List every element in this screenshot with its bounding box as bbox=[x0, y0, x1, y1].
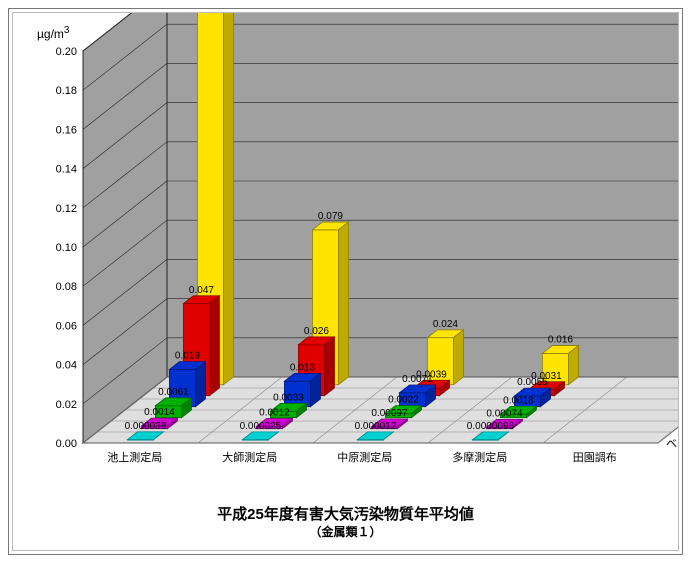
svg-text:0.0061: 0.0061 bbox=[158, 387, 189, 398]
svg-text:田園調布: 田園調布 bbox=[573, 450, 617, 464]
svg-text:池上測定局: 池上測定局 bbox=[107, 450, 162, 464]
svg-text:0.06: 0.06 bbox=[56, 320, 77, 332]
svg-text:0.024: 0.024 bbox=[433, 319, 458, 330]
svg-text:0.12: 0.12 bbox=[56, 203, 77, 215]
svg-text:0.0000096: 0.0000096 bbox=[467, 421, 515, 432]
svg-text:0.016: 0.016 bbox=[548, 335, 573, 346]
svg-text:0.0022: 0.0022 bbox=[388, 395, 419, 406]
svg-text:0.0033: 0.0033 bbox=[273, 392, 304, 403]
svg-text:0.000038: 0.000038 bbox=[125, 421, 167, 432]
svg-text:0.000012: 0.000012 bbox=[355, 421, 397, 432]
svg-text:0.18: 0.18 bbox=[56, 85, 77, 97]
chart-inner-frame: µg/m3 0.000.020.040.060.080.100.120.140.… bbox=[12, 12, 679, 551]
chart-subtitle: （金属類１） bbox=[13, 523, 678, 540]
svg-text:0.0018: 0.0018 bbox=[503, 395, 534, 406]
chart-svg: 0.00 0.02 0.04 0.06 0.08 0.10 0.12 0.14 0.16 0.18… bbox=[13, 13, 678, 550]
svg-text:0.079: 0.079 bbox=[318, 211, 343, 222]
svg-text:多摩測定局: 多摩測定局 bbox=[452, 450, 507, 464]
chart-outer-frame: µg/m3 0.000.020.040.060.080.100.120.140.… bbox=[8, 8, 683, 555]
svg-text:0.10: 0.10 bbox=[56, 242, 77, 254]
svg-text:0.02: 0.02 bbox=[56, 399, 77, 411]
svg-text:0.20: 0.20 bbox=[56, 46, 77, 58]
svg-text:0.000025: 0.000025 bbox=[240, 421, 282, 432]
svg-text:0.08: 0.08 bbox=[56, 281, 77, 293]
svg-text:0.0071: 0.0071 bbox=[402, 374, 433, 385]
svg-text:0.04: 0.04 bbox=[56, 360, 77, 372]
svg-text:0.026: 0.026 bbox=[304, 326, 329, 337]
svg-text:0.00074: 0.00074 bbox=[486, 408, 523, 419]
svg-text:0.013: 0.013 bbox=[290, 362, 315, 373]
svg-text:0.00097: 0.00097 bbox=[371, 408, 408, 419]
svg-text:0.14: 0.14 bbox=[56, 164, 77, 176]
svg-text:0.00: 0.00 bbox=[56, 438, 77, 450]
svg-text:ベリリウム: ベリリウム bbox=[666, 437, 678, 450]
chart-title: 平成25年度有害大気汚染物質年平均値 bbox=[13, 503, 678, 524]
svg-text:0.0055: 0.0055 bbox=[517, 377, 548, 388]
svg-text:0.047: 0.047 bbox=[189, 285, 214, 296]
svg-text:0.019: 0.019 bbox=[175, 351, 200, 362]
svg-text:0.0014: 0.0014 bbox=[144, 407, 175, 418]
svg-text:0.0012: 0.0012 bbox=[259, 408, 290, 419]
svg-text:中原測定局: 中原測定局 bbox=[337, 450, 392, 464]
svg-text:大師測定局: 大師測定局 bbox=[222, 450, 277, 464]
svg-text:0.16: 0.16 bbox=[56, 124, 77, 136]
